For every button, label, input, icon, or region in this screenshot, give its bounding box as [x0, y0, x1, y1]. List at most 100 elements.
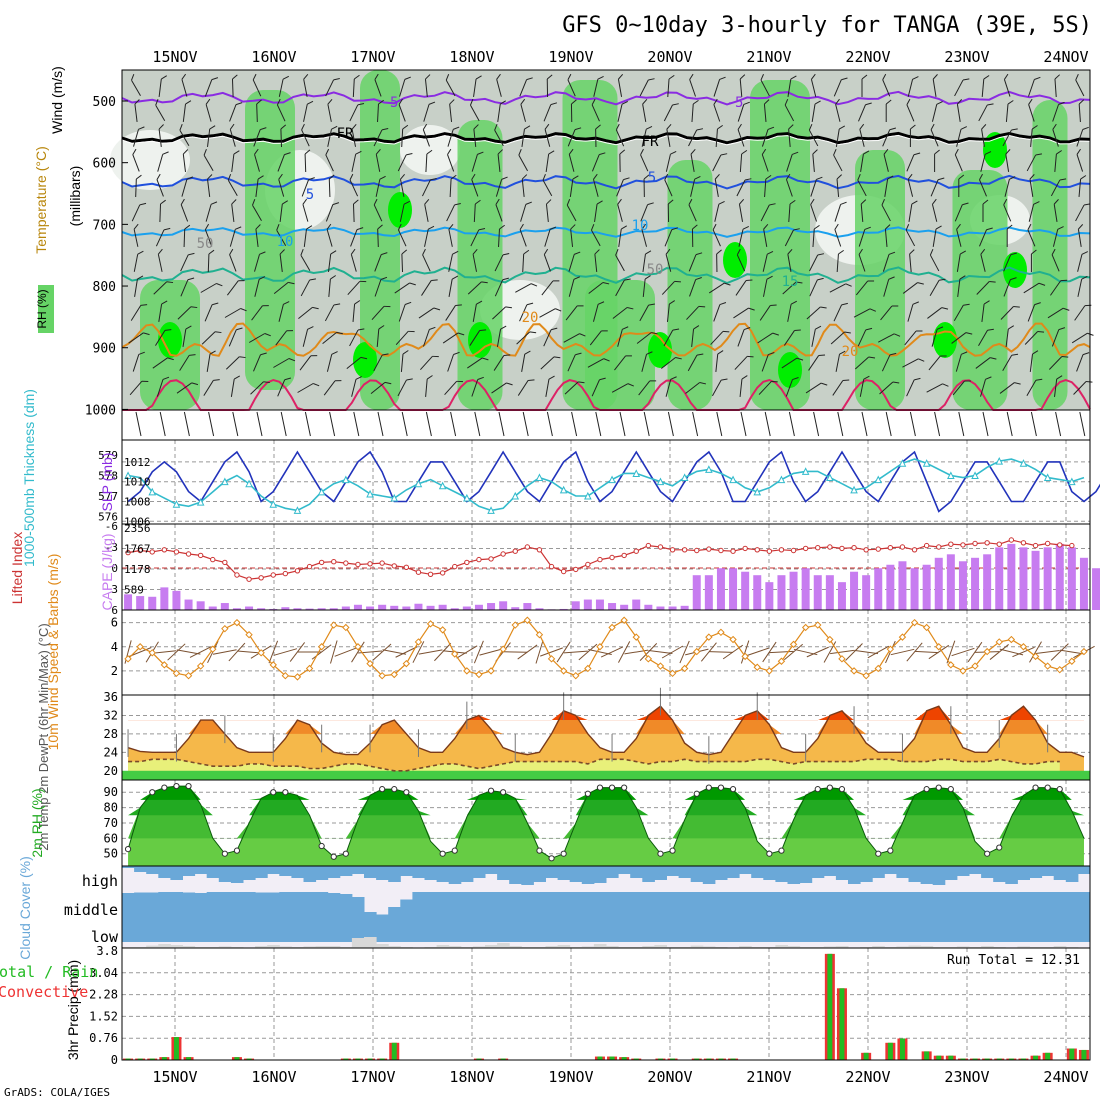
cape-bar: [959, 561, 967, 610]
middle-cloud-bar: [231, 892, 244, 942]
rh-point: [162, 785, 167, 790]
lifted-index-point: [561, 569, 565, 573]
lifted-index-point: [174, 550, 178, 554]
rh-point: [234, 848, 239, 853]
cape-bar: [1092, 568, 1100, 610]
middle-cloud-bar: [1030, 892, 1043, 942]
middle-cloud-bar: [945, 892, 958, 942]
high-cloud-bar: [231, 866, 244, 883]
surface-wind-barb: [396, 647, 418, 658]
cape-bar: [523, 603, 531, 610]
temperature-tick-label: 24: [104, 745, 118, 759]
lifted-index-point: [283, 571, 287, 575]
wind-speed-point: [657, 663, 663, 669]
high-cloud-bar: [183, 866, 196, 876]
lifted-index-point: [695, 548, 699, 552]
middle-cloud-bar: [667, 892, 680, 942]
middle-cloud-bar: [921, 892, 934, 942]
lifted-index-point: [574, 567, 578, 571]
lifted-index-point: [646, 543, 650, 547]
cape-bar: [741, 572, 749, 610]
lifted-index-point: [937, 545, 941, 549]
rh-point: [997, 845, 1002, 850]
wind-tick-label: 2: [111, 664, 118, 678]
lifted-index-point: [586, 562, 590, 566]
lifted-index-point: [610, 555, 614, 559]
rh-point: [452, 848, 457, 853]
lifted-index-point: [779, 548, 783, 552]
high-cloud-bar: [800, 866, 813, 883]
cape-bar: [1080, 558, 1088, 610]
middle-cloud-bar: [715, 892, 728, 942]
lifted-index-point: [1070, 543, 1074, 547]
day-label-top: 22NOV: [845, 48, 890, 66]
surface-wind-barb: [746, 648, 769, 656]
barb-staff: [680, 641, 689, 663]
cape-bar: [693, 575, 701, 610]
rh-saturated-patch: [933, 322, 957, 358]
low-cloud-bar: [497, 943, 510, 948]
contour-label: 20: [842, 344, 859, 360]
middle-cloud-bar: [146, 893, 159, 943]
lifted-index-point: [537, 548, 541, 552]
day-label-bottom: 18NOV: [449, 1068, 494, 1086]
surface-wind-barb: [952, 648, 975, 655]
barb-staff: [1060, 650, 1084, 654]
barb-staff: [807, 647, 829, 657]
legend-convective: Convective: [0, 983, 88, 1001]
lifted-index-point: [1033, 543, 1037, 547]
middle-cloud-bar: [485, 892, 498, 942]
rh-point: [924, 787, 929, 792]
middle-cloud-bar: [836, 892, 849, 942]
high-cloud-bar: [957, 866, 970, 876]
barb-staff: [184, 229, 185, 247]
day-label-bottom: 19NOV: [548, 1068, 593, 1086]
lifted-index-point: [489, 557, 493, 561]
rh-saturated-patch: [723, 242, 747, 278]
lifted-index-point: [453, 564, 457, 568]
precip-bar-rain: [597, 1057, 602, 1060]
lifted-index-point: [961, 543, 965, 547]
high-cloud-bar: [1054, 866, 1067, 880]
high-cloud-bar: [739, 866, 752, 874]
cape-bar: [644, 605, 652, 610]
middle-cloud-bar: [630, 892, 643, 942]
cape-bar: [1032, 551, 1040, 610]
temperature-floor-band: [122, 771, 1090, 780]
rh-point: [985, 851, 990, 856]
lifted-index-point: [440, 571, 444, 575]
middle-cloud-bar: [957, 892, 970, 942]
precip-bar-rain: [924, 1051, 929, 1060]
high-cloud-bar: [763, 866, 776, 880]
temperature-tick-label: 28: [104, 727, 118, 741]
lifted-index-point: [356, 562, 360, 566]
cape-bar: [378, 605, 386, 610]
cape-bar: [221, 603, 229, 610]
surface-wind-barb: [269, 641, 278, 663]
lifted-index-point: [549, 564, 553, 568]
middle-cloud-bar: [884, 892, 897, 942]
rh-moist-band: [668, 160, 713, 410]
precip-bar-rain: [610, 1057, 615, 1060]
cape-bar: [572, 601, 580, 610]
high-cloud-bar: [727, 866, 740, 878]
high-cloud-bar: [134, 866, 147, 872]
middle-cloud-bar: [1054, 892, 1067, 942]
cape-bar: [209, 607, 217, 610]
lifted-index-point: [525, 545, 529, 549]
rh-tick-label: 90: [104, 785, 118, 799]
cape-bar: [947, 554, 955, 610]
middle-cloud-bar: [788, 892, 801, 942]
barb-staff: [237, 651, 261, 653]
middle-cloud-bar: [739, 892, 752, 942]
barb-staff: [564, 651, 588, 653]
middle-cloud-bar: [376, 915, 389, 943]
rh-point: [549, 856, 554, 861]
high-cloud-bar: [437, 866, 450, 882]
wind-speed-point: [645, 656, 651, 662]
thickness-point: [778, 477, 784, 483]
cape-bar: [814, 575, 822, 610]
cape-bar: [390, 606, 398, 610]
high-cloud-bar: [207, 866, 220, 878]
